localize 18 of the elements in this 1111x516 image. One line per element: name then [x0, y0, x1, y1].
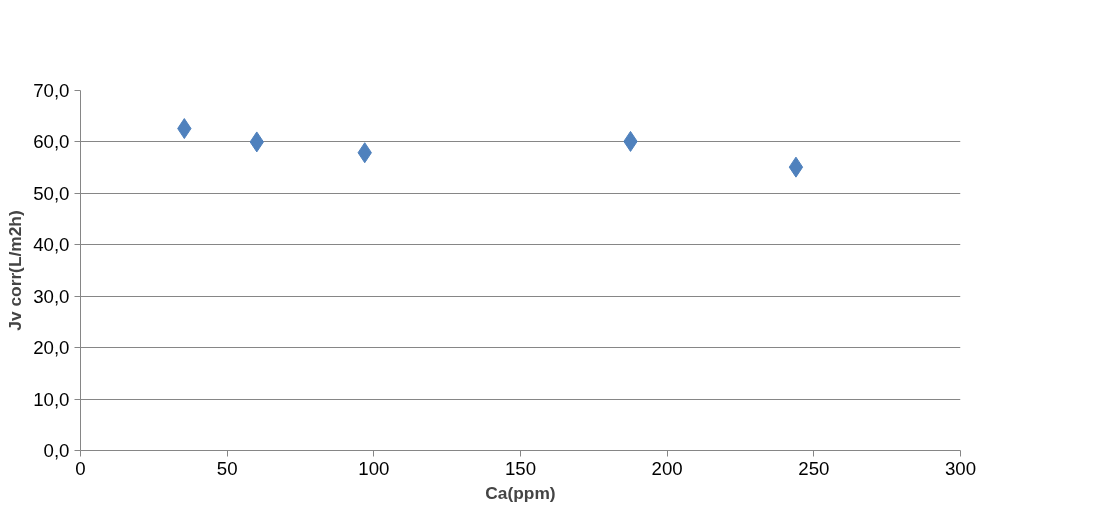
x-tick-label: 0: [75, 457, 86, 479]
y-tick-label: 40,0: [33, 234, 70, 256]
x-tick-label: 100: [358, 457, 390, 479]
y-axis-title: Jv corr(L/m2h): [5, 210, 26, 331]
y-tick-label: 60,0: [33, 131, 70, 153]
y-tick-label: 30,0: [33, 285, 70, 307]
x-tick-label: 200: [651, 457, 683, 479]
x-tick-label: 250: [798, 457, 830, 479]
y-tick-label: 70,0: [33, 80, 70, 101]
x-tick-label: 150: [504, 457, 537, 479]
x-axis-title: Ca(ppm): [485, 482, 556, 503]
y-tick-label: 20,0: [33, 337, 70, 359]
point: [788, 156, 804, 178]
x-tick-label: 50: [216, 457, 238, 479]
y-tick-label: 0,0: [43, 440, 70, 461]
y-tick-label: 10,0: [33, 388, 70, 410]
y-tick-label: 50,0: [33, 182, 70, 204]
x-tick-label: 300: [944, 457, 977, 479]
